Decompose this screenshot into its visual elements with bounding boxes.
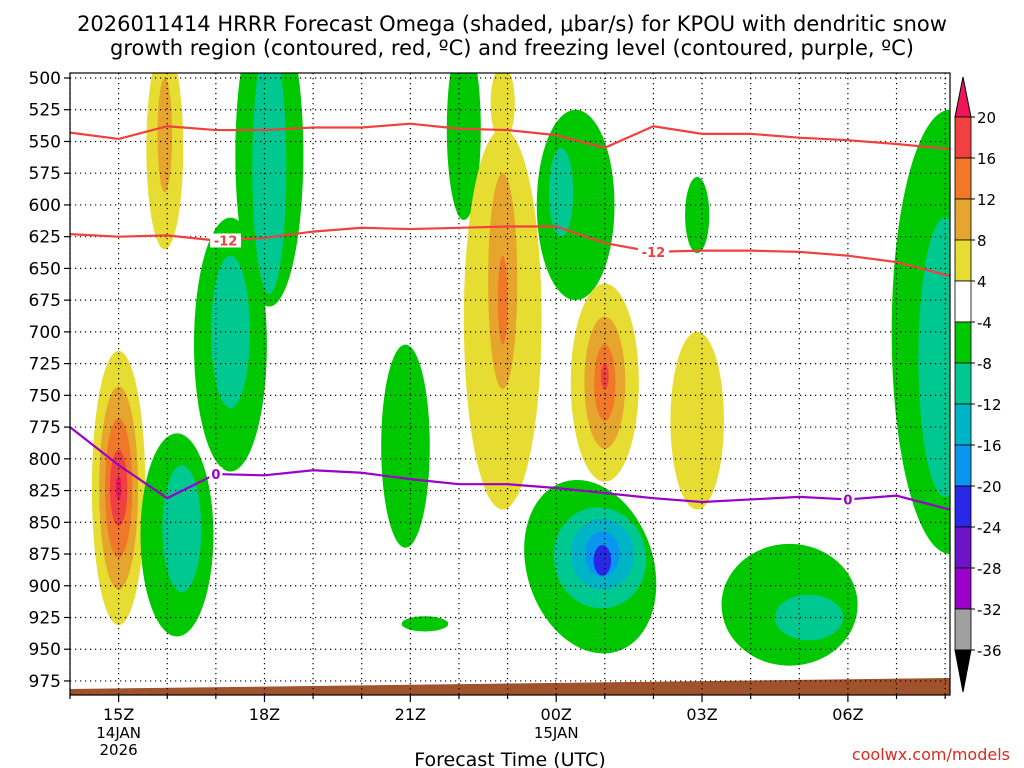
colorbar-segment bbox=[954, 403, 972, 446]
y-tick-label: 975 bbox=[29, 672, 61, 692]
colorbar-segment bbox=[954, 239, 972, 282]
contour-label: 0 bbox=[843, 493, 852, 508]
y-tick-label: 925 bbox=[29, 608, 61, 628]
plot-frame bbox=[69, 72, 951, 696]
x-tick-sublabel: 15JAN bbox=[534, 724, 579, 742]
colorbar-segment bbox=[954, 608, 972, 651]
colorbar-segment bbox=[954, 444, 972, 487]
colorbar-label: -20 bbox=[977, 478, 1002, 496]
colorbar-segment bbox=[954, 362, 972, 405]
y-tick-label: 575 bbox=[29, 164, 61, 184]
contour-label-bg bbox=[210, 233, 242, 248]
omega-region-6 bbox=[157, 78, 173, 193]
y-tick-label: 525 bbox=[29, 101, 61, 121]
colorbar-label: -28 bbox=[977, 560, 1002, 578]
colorbar-label: -32 bbox=[977, 601, 1002, 619]
colorbar-segment bbox=[954, 485, 972, 528]
colorbar-label: -24 bbox=[977, 519, 1002, 537]
grid-lines bbox=[69, 73, 950, 695]
credit-text: coolwx.com/models bbox=[852, 745, 1010, 764]
x-tick-label: 15Z bbox=[103, 705, 134, 724]
colorbar-label: 8 bbox=[977, 232, 987, 250]
omega-region-26 bbox=[670, 331, 724, 510]
y-tick-label: 850 bbox=[29, 513, 61, 533]
contour-label: 0 bbox=[211, 468, 220, 483]
chart-title-line2: growth region (contoured, red, ºC) and f… bbox=[110, 36, 914, 60]
colorbar-bottom-arrow bbox=[954, 649, 972, 693]
y-tick-label: 775 bbox=[29, 418, 61, 438]
x-axis-label: Forecast Time (UTC) bbox=[414, 749, 605, 768]
contour-lines: -12 -12 0 0 bbox=[70, 122, 950, 511]
terrain-wedge bbox=[70, 678, 950, 695]
y-axis: 500 525 550 575 600 625 650 675 700 725 750 775 800 8… bbox=[29, 69, 70, 692]
colorbar-segment bbox=[954, 116, 972, 159]
omega-region-21 bbox=[548, 147, 574, 237]
omega-shading bbox=[91, 73, 950, 666]
y-tick-label: 700 bbox=[29, 323, 61, 343]
colorbar-segment bbox=[954, 567, 972, 610]
contour-label-bg bbox=[841, 492, 855, 507]
colorbar-label: -8 bbox=[977, 355, 992, 373]
x-tick-label: 03Z bbox=[686, 705, 717, 724]
colorbar-segment bbox=[954, 280, 972, 323]
contour-label-bg bbox=[637, 244, 669, 259]
y-tick-label: 950 bbox=[29, 640, 61, 660]
colorbar-label: 12 bbox=[977, 191, 996, 209]
y-tick-label: 725 bbox=[29, 355, 61, 375]
y-tick-label: 600 bbox=[29, 196, 61, 216]
omega-region-27 bbox=[685, 177, 710, 254]
contour-label: -12 bbox=[642, 246, 666, 261]
contour-label-bg bbox=[209, 467, 223, 482]
y-tick-label: 825 bbox=[29, 482, 61, 502]
colorbar-label: -36 bbox=[977, 642, 1002, 660]
colorbar-top-arrow bbox=[954, 76, 972, 118]
y-tick-label: 800 bbox=[29, 450, 61, 470]
x-tick-sublabel: 2026 bbox=[100, 741, 138, 759]
terrain-layer bbox=[70, 678, 950, 695]
omega-region-34 bbox=[774, 594, 844, 641]
y-tick-label: 750 bbox=[29, 386, 61, 406]
omega-region-10 bbox=[252, 73, 287, 294]
y-tick-label: 500 bbox=[29, 69, 61, 89]
colorbar-segment bbox=[954, 321, 972, 364]
colorbar-segment bbox=[954, 157, 972, 200]
x-tick-label: 21Z bbox=[395, 705, 426, 724]
omega-region-32 bbox=[593, 545, 612, 576]
omega-region-15 bbox=[401, 616, 449, 632]
contour-label: -12 bbox=[214, 234, 238, 249]
chart-title-line1: 2026011414 HRRR Forecast Omega (shaded, … bbox=[77, 12, 947, 36]
omega-region-19 bbox=[490, 73, 515, 142]
colorbar-label: 16 bbox=[977, 150, 996, 168]
colorbar: 20 16 12 8 4 -4 -8 -12 -16 -20 -24 -28 -32 -36 bbox=[954, 76, 1002, 693]
omega-region-14 bbox=[381, 344, 430, 548]
colorbar-label: 20 bbox=[977, 109, 996, 127]
y-tick-label: 550 bbox=[29, 132, 61, 152]
colorbar-segment bbox=[954, 526, 972, 569]
colorbar-label: -16 bbox=[977, 437, 1002, 455]
y-tick-label: 650 bbox=[29, 259, 61, 279]
x-tick-label: 00Z bbox=[541, 705, 572, 724]
y-tick-label: 875 bbox=[29, 545, 61, 565]
omega-region-18 bbox=[497, 255, 508, 345]
x-tick-label: 18Z bbox=[249, 705, 280, 724]
contour-dgz-top bbox=[70, 122, 950, 151]
x-tick-sublabel: 14JAN bbox=[96, 724, 141, 742]
x-tick-label: 06Z bbox=[832, 705, 863, 724]
y-tick-label: 625 bbox=[29, 228, 61, 248]
y-tick-label: 900 bbox=[29, 577, 61, 597]
y-tick-label: 675 bbox=[29, 291, 61, 311]
omega-region-36 bbox=[918, 217, 950, 497]
omega-region-25 bbox=[600, 363, 609, 389]
colorbar-label: -12 bbox=[977, 396, 1002, 414]
colorbar-segment bbox=[954, 198, 972, 241]
colorbar-label: -4 bbox=[977, 314, 992, 332]
colorbar-label: 4 bbox=[977, 273, 987, 291]
